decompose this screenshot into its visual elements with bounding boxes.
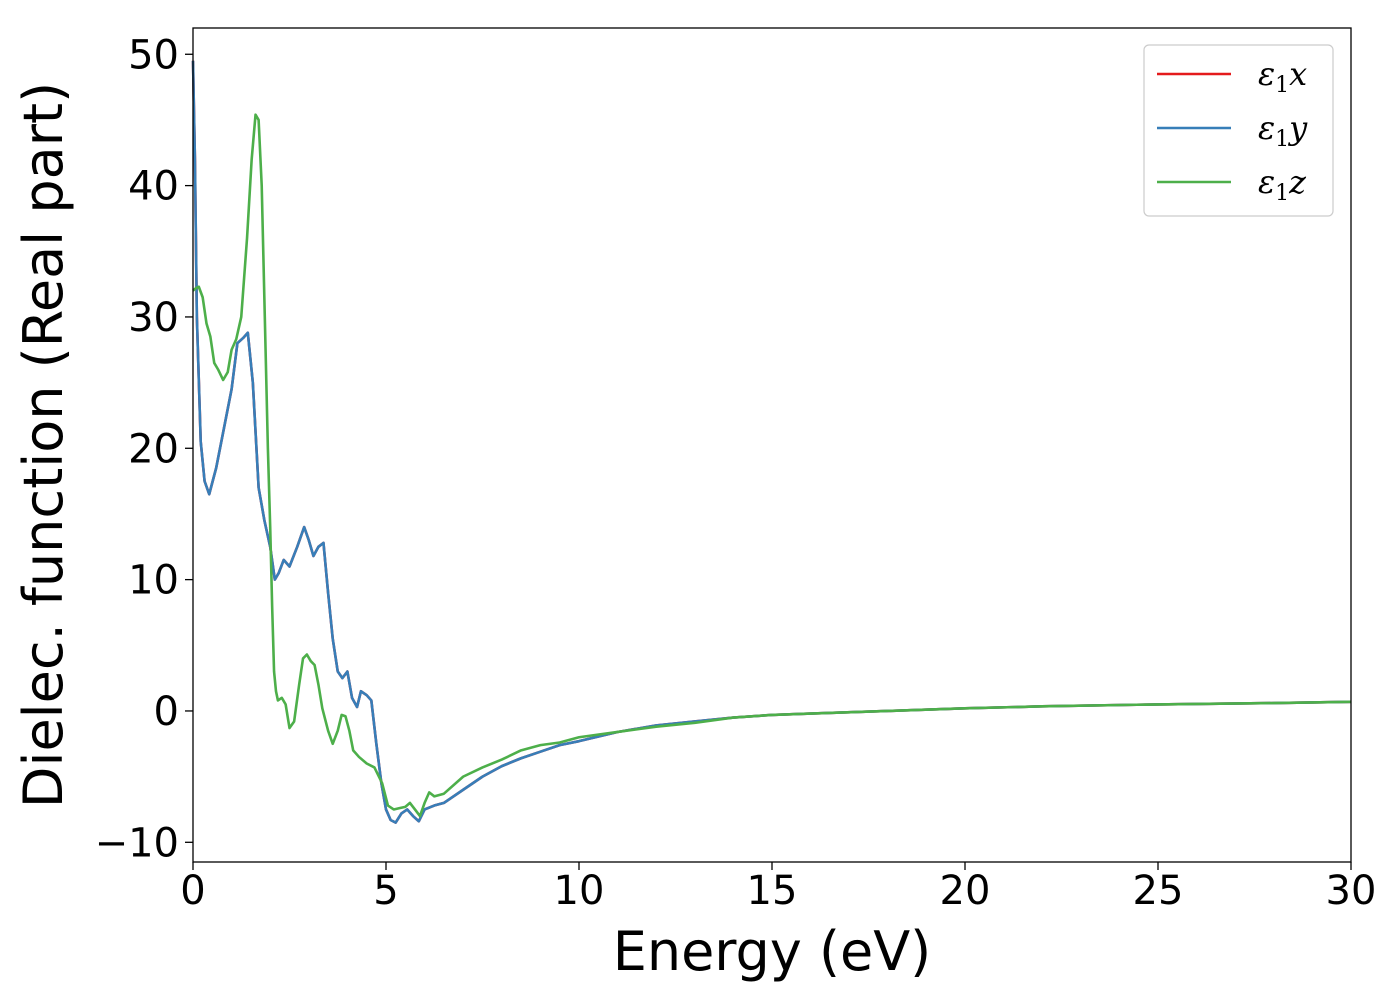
y-tick-label: −10: [95, 820, 179, 866]
y-axis-ticks: −10 0 10 20 30 40 50: [95, 32, 193, 866]
series-layer: [191, 60, 1352, 824]
y-tick-label: 30: [128, 295, 179, 341]
series-line-z: [192, 113, 1352, 818]
y-tick-label: 50: [128, 32, 179, 78]
legend-label-x: ε1x: [1258, 55, 1307, 98]
legend-box: [1143, 44, 1334, 217]
x-axis-label: Energy (eV): [613, 920, 932, 983]
x-axis-ticks: 0 5 10 15 20 25 30: [180, 862, 1376, 914]
y-tick-label: 10: [128, 558, 179, 604]
legend: ε1x ε1y ε1z: [1143, 44, 1334, 217]
x-tick-label: 20: [940, 868, 991, 914]
legend-label-z: ε1z: [1258, 163, 1307, 206]
x-tick-label: 0: [180, 868, 205, 914]
y-tick-label: 40: [128, 164, 179, 210]
x-tick-label: 30: [1326, 868, 1377, 914]
y-tick-label: 20: [128, 426, 179, 472]
x-tick-label: 10: [554, 868, 605, 914]
y-axis-label: Dielec. function (Real part): [12, 82, 75, 808]
x-tick-label: 15: [747, 868, 798, 914]
y-tick-label: 0: [154, 689, 179, 735]
x-tick-label: 5: [373, 868, 398, 914]
x-tick-label: 25: [1133, 868, 1184, 914]
legend-label-y: ε1y: [1258, 109, 1308, 152]
